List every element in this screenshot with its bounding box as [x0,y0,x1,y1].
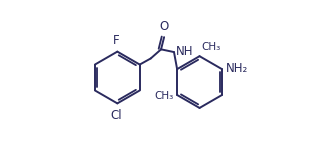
Text: NH: NH [176,45,193,58]
Text: NH₂: NH₂ [226,62,248,75]
Text: CH₃: CH₃ [155,91,174,101]
Text: CH₃: CH₃ [201,42,220,52]
Text: O: O [160,20,169,33]
Text: Cl: Cl [111,109,122,122]
Text: F: F [113,34,120,47]
